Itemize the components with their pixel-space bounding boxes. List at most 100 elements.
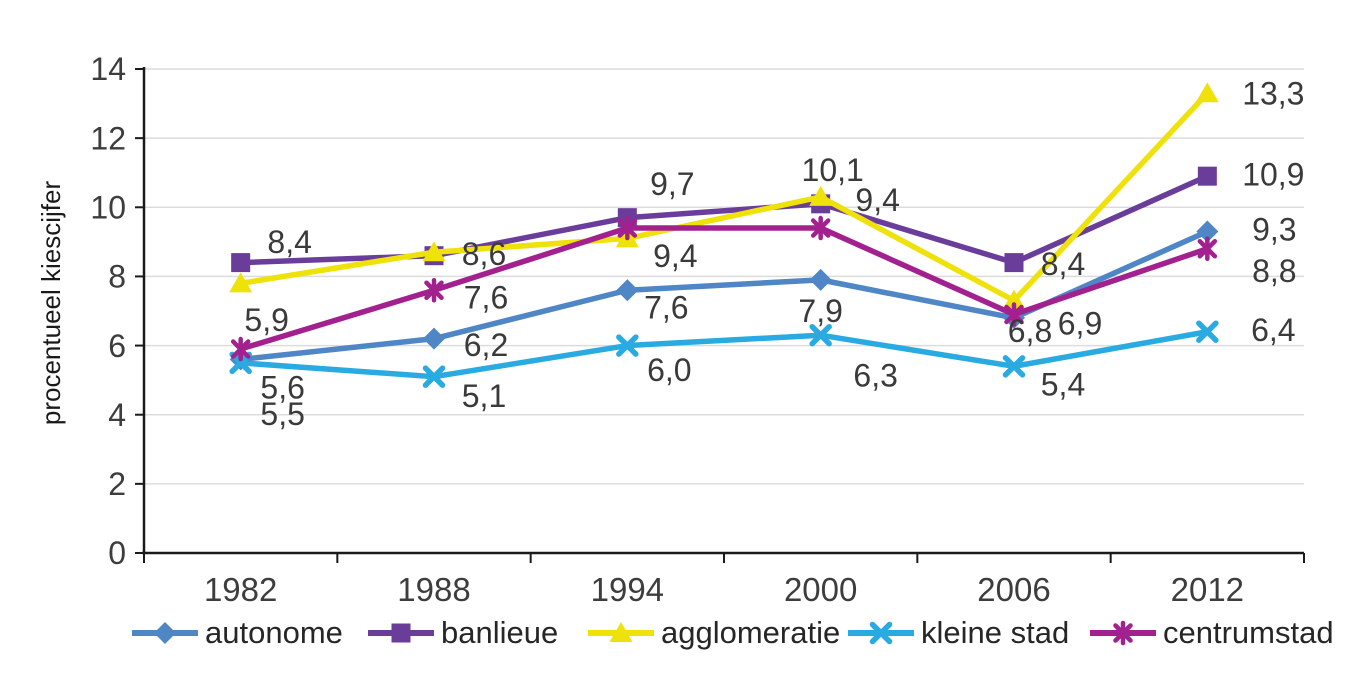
x-tick-label: 2012 xyxy=(1171,571,1244,608)
y-axis-title: procentueel kiescijfer xyxy=(36,181,66,426)
legend-label: autonome xyxy=(205,615,343,650)
x-marker-stroke xyxy=(1002,355,1026,378)
series-agglomeratie xyxy=(229,82,1219,310)
data-labels: 5,6 6,2 7,6 7,9 6,8 9,3 8,4 8,6 9,7 10,1 8,4 10,9 13… xyxy=(244,75,1304,432)
asterisk-marker-icon xyxy=(617,215,638,241)
asterisk-stroke xyxy=(424,280,444,301)
data-label: 5,4 xyxy=(1041,367,1085,403)
legend-swatch xyxy=(1090,620,1156,646)
series-line xyxy=(237,328,1211,380)
chart-legend: autonome banlieue agglomeratie kleine stad c… xyxy=(0,612,1369,656)
y-tick-label: 4 xyxy=(108,397,126,433)
legend-item-centrumstad: centrumstad xyxy=(1090,612,1334,654)
data-label: 7,6 xyxy=(644,289,688,325)
x-marker-stroke xyxy=(1196,320,1219,343)
y-tick-label: 12 xyxy=(90,120,126,156)
legend-label: agglomeratie xyxy=(661,615,841,650)
x-marker-stroke xyxy=(422,365,446,388)
data-label: 8,8 xyxy=(1252,253,1296,289)
series-group xyxy=(229,82,1219,388)
data-label: 6,3 xyxy=(853,357,897,393)
legend-item-kleine-stad: kleine stad xyxy=(848,612,1069,654)
asterisk-marker-icon xyxy=(1004,302,1024,327)
x-marker-icon xyxy=(422,365,446,388)
diamond-marker-icon xyxy=(809,268,832,291)
asterisk-stroke xyxy=(1004,304,1024,325)
diamond-marker-icon xyxy=(1196,220,1219,243)
data-label: 8,4 xyxy=(1041,246,1085,282)
asterisk-marker-icon xyxy=(810,215,831,241)
data-label: 6,2 xyxy=(464,327,508,363)
legend-item-autonome: autonome xyxy=(132,612,343,654)
legend-swatch xyxy=(588,622,654,642)
series-line xyxy=(237,90,1211,304)
data-label: 8,6 xyxy=(462,236,506,272)
data-label: 5,9 xyxy=(244,302,288,338)
legend-swatch xyxy=(848,621,914,645)
square-marker-icon xyxy=(231,253,251,273)
data-label: 5,1 xyxy=(462,378,506,414)
x-marker-icon xyxy=(616,334,639,357)
y-tick-label: 2 xyxy=(108,466,126,502)
x-marker-icon xyxy=(1196,320,1219,343)
data-label: 9,7 xyxy=(650,166,694,202)
series-line xyxy=(237,225,1211,352)
triangle-marker-icon xyxy=(609,622,633,642)
triangle-marker-icon xyxy=(422,241,446,262)
legend-swatch xyxy=(132,622,198,644)
asterisk-stroke xyxy=(617,218,638,238)
data-label: 6,8 xyxy=(1008,313,1052,349)
y-tick-label: 0 xyxy=(108,535,126,571)
triangle-marker-icon xyxy=(1195,82,1219,103)
square-marker-icon xyxy=(1004,253,1024,273)
series-kleine-stad xyxy=(229,320,1219,388)
data-label: 9,3 xyxy=(1252,212,1296,248)
asterisk-stroke xyxy=(810,218,831,238)
x-tick-label: 1982 xyxy=(204,571,277,608)
data-label: 6,4 xyxy=(1251,312,1295,348)
data-label: 5,6 xyxy=(260,370,304,406)
gridlines xyxy=(144,68,1304,485)
axes xyxy=(135,67,1305,563)
x-marker-icon xyxy=(1002,355,1026,378)
asterisk-marker-icon xyxy=(1197,236,1218,262)
data-label: 10,9 xyxy=(1242,156,1304,192)
y-tick-label: 10 xyxy=(90,189,126,225)
data-label: 8,4 xyxy=(267,224,311,260)
x-marker-stroke xyxy=(869,621,893,645)
data-label: 6,9 xyxy=(1058,306,1102,342)
x-marker-stroke xyxy=(809,323,832,347)
x-axis-tick-labels: 1982 1988 1994 2000 2006 2012 xyxy=(204,571,1244,608)
data-label: 13,3 xyxy=(1242,75,1304,111)
y-tick-label: 8 xyxy=(108,259,126,295)
x-marker-stroke xyxy=(616,334,639,357)
x-tick-label: 2006 xyxy=(977,571,1050,608)
x-tick-label: 1994 xyxy=(591,571,664,608)
y-tick-label: 6 xyxy=(108,328,126,364)
diamond-marker-icon xyxy=(423,327,445,350)
series-centrumstad xyxy=(230,215,1218,362)
y-axis-tick-labels: 0 2 4 6 8 10 12 14 xyxy=(90,51,126,571)
x-marker-icon xyxy=(809,323,832,347)
square-marker-icon xyxy=(391,623,411,643)
data-label: 9,4 xyxy=(855,182,899,218)
triangle-marker-icon xyxy=(229,272,253,293)
asterisk-stroke xyxy=(1113,623,1133,643)
asterisk-stroke xyxy=(1197,239,1218,259)
data-label: 7,9 xyxy=(798,293,842,329)
x-tick-label: 1988 xyxy=(397,571,470,608)
data-label: 5,5 xyxy=(260,396,304,432)
legend-label: kleine stad xyxy=(921,615,1070,650)
legend-label: centrumstad xyxy=(1163,615,1334,650)
data-label: 9,4 xyxy=(653,238,697,274)
line-chart-plot: 0 2 4 6 8 10 12 14 1982 1988 1994 2000 2006 2012 5,6… xyxy=(36,51,1305,608)
triangle-marker-icon xyxy=(809,185,833,206)
asterisk-marker-icon xyxy=(1113,620,1133,646)
legend-swatch xyxy=(368,623,434,643)
x-marker-icon xyxy=(869,621,893,645)
asterisk-marker-icon xyxy=(424,278,444,303)
data-label: 6,0 xyxy=(647,352,691,388)
triangle-marker-icon xyxy=(1002,289,1026,310)
asterisk-stroke xyxy=(230,339,251,359)
